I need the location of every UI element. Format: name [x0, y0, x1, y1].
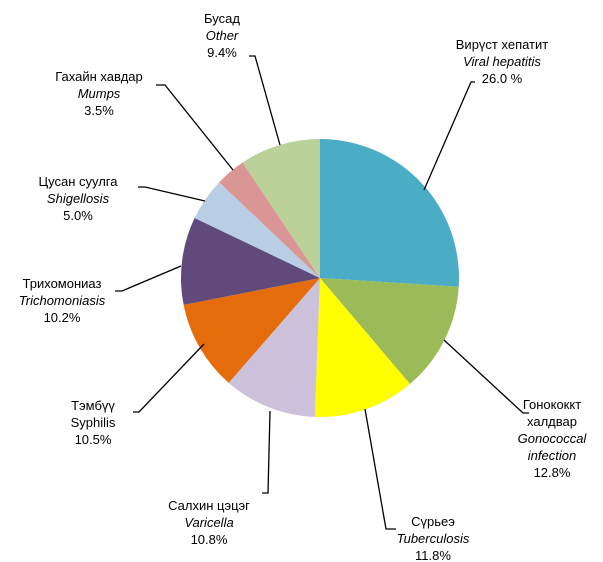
slice-label-en: Viral hepatitis: [463, 54, 541, 69]
leader-line: [138, 186, 206, 202]
slice-value-label: 11.8%: [415, 548, 451, 562]
slice-label-mn: Гонококкт: [523, 397, 581, 412]
slice-label-en: Trichomoniasis: [19, 293, 106, 308]
slice-value-label: 10.5%: [75, 432, 112, 447]
slice-label-en: Varicella: [184, 515, 233, 530]
slice-value-label: 12.8%: [534, 465, 571, 480]
slice-label-mn: Бусад: [204, 11, 240, 26]
pie-slice: [194, 182, 320, 278]
slice-labels: Вирүст хепатит Viral hepatitis 26.0 % Гонок…: [19, 11, 588, 562]
slice-label-en: Syphilis: [71, 415, 116, 430]
pie-slice: [320, 278, 459, 384]
pie-slice: [183, 278, 320, 383]
slice-label-en: Shigellosis: [47, 191, 110, 206]
pie-slice: [219, 162, 320, 278]
slice-label-mn: Тэмбүү: [71, 398, 115, 413]
leader-lines: [115, 55, 529, 530]
slice-label-en: Tuberculosis: [397, 531, 470, 546]
slice-label-mn: Вирүст хепатит: [456, 37, 549, 52]
slice-label-mn: Цусан суулга: [39, 174, 119, 189]
slice-label-mn: Салхин цэцэг: [168, 498, 250, 513]
leader-line: [262, 410, 271, 494]
pie-slice: [242, 139, 320, 278]
leader-line: [133, 343, 205, 413]
leader-line: [443, 339, 529, 414]
leader-line: [115, 265, 182, 292]
slice-label-mn: Сүрьеэ: [411, 514, 455, 529]
slice-label-en: Other: [206, 28, 239, 43]
slice-value-label: 9.4%: [207, 45, 237, 60]
slice-value-label: 26.0 %: [482, 71, 523, 86]
pie-slice: [181, 218, 320, 305]
slice-label-en: Mumps: [78, 86, 121, 101]
slice-label-mn: Гахайн хавдар: [55, 69, 143, 84]
pie-slice: [228, 278, 320, 417]
leader-line: [423, 81, 475, 191]
leader-line: [156, 84, 234, 171]
pie-slice: [314, 278, 410, 417]
leader-line: [249, 55, 281, 146]
slice-label-en: Gonococcal: [518, 431, 588, 446]
slice-value-label: 10.8%: [191, 532, 228, 547]
leader-line: [364, 408, 396, 530]
slice-label-mn: халдвар: [527, 414, 577, 429]
slice-label-en: infection: [528, 448, 576, 463]
slice-value-label: 10.2%: [44, 310, 81, 325]
pie-slice: [320, 139, 459, 287]
slice-label-mn: Трихомониаз: [23, 276, 102, 291]
pie-slices: [181, 139, 459, 417]
slice-value-label: 3.5%: [84, 103, 114, 118]
slice-value-label: 5.0%: [63, 208, 93, 223]
